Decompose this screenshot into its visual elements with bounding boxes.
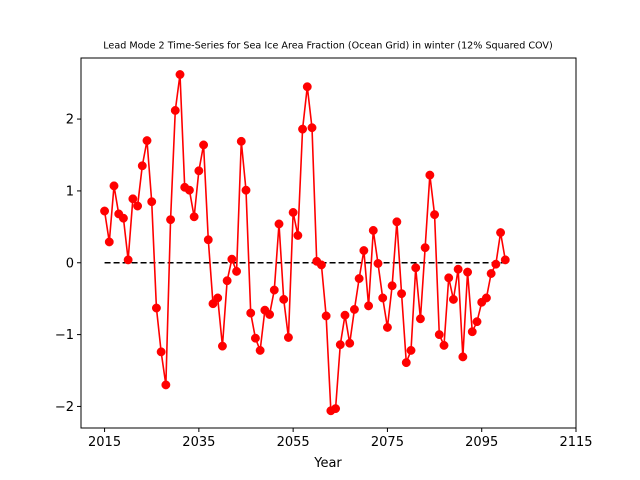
data-point [213,293,223,303]
data-point [316,260,326,270]
data-point [151,303,161,313]
data-point [434,330,444,340]
data-point [227,254,237,264]
data-point [368,225,378,235]
data-point [472,317,482,327]
data-point [104,237,114,247]
data-point [128,194,138,204]
data-point [349,305,359,314]
data-point [298,124,308,134]
data-point [109,181,119,191]
y-tick-label: −2 [55,400,74,415]
x-tick-label: 2095 [465,435,498,450]
data-point [161,380,171,390]
data-point [194,166,204,176]
data-point [166,215,176,225]
data-point [175,70,185,79]
data-point [156,347,166,357]
data-point [142,136,152,146]
data-point [302,82,312,92]
chart-title: Lead Mode 2 Time-Series for Sea Ice Area… [103,41,553,52]
data-point [430,210,440,220]
data-point [364,301,374,311]
data-point [331,404,341,414]
data-point [448,294,458,304]
data-point [392,217,402,227]
plot-area: 2015 2035 2055 2075 2095 2115 −2 −1 0 1 2 [55,57,593,450]
data-point [491,259,501,269]
y-tick-label: 0 [66,256,74,271]
data-point [496,228,506,238]
data-point [137,161,147,171]
data-point [335,340,345,350]
y-tick-label: −1 [55,328,74,343]
data-point [467,327,477,337]
data-point [208,299,218,309]
data-point [307,123,317,133]
data-point [415,314,425,324]
data-point [269,285,279,295]
data-point [293,231,303,240]
x-tick-label: 2055 [277,435,310,450]
data-point [274,219,284,229]
x-tick-label: 2115 [559,435,592,450]
data-point [283,333,293,342]
data-point [458,352,468,362]
data-point [420,243,430,253]
data-point [481,293,491,303]
y-tick-label: 2 [66,113,74,128]
data-point [100,206,110,216]
data-point [397,289,407,299]
data-point [199,140,209,150]
data-point [232,266,242,276]
data-point [123,255,133,265]
series-line [103,73,507,412]
data-point [250,333,260,343]
data-point [373,259,383,268]
data-point [463,267,473,277]
data-point [321,311,331,321]
data-point [425,170,435,180]
data-point [184,185,194,195]
data-point [354,274,364,284]
data-point [411,263,421,273]
data-point [255,345,265,355]
data-point [170,105,180,115]
data-point [288,208,298,217]
data-point [382,322,392,332]
data-point [387,281,397,291]
x-axis-label: Year [313,456,342,471]
data-point [486,269,496,278]
data-point [118,213,128,223]
data-point [189,212,199,222]
data-point [378,293,388,303]
data-point [147,197,157,207]
data-point [500,255,510,265]
data-point [133,201,143,211]
data-point [241,185,251,195]
data-point [345,338,355,348]
data-point [444,273,454,283]
data-point [217,341,227,351]
data-point [359,246,369,255]
data-point [265,310,275,319]
data-point [222,276,232,286]
y-tick-label: 1 [66,184,74,199]
axes-frame [80,57,577,429]
data-point [340,310,350,320]
data-point [203,235,213,245]
data-point [236,136,246,146]
data-point [453,264,463,274]
data-point [439,340,449,350]
data-point [406,345,416,355]
x-tick-label: 2075 [371,435,404,450]
x-tick-label: 2035 [182,435,215,450]
data-point [401,358,411,368]
data-point [246,308,256,318]
data-point [279,294,289,304]
x-tick-label: 2015 [88,435,121,450]
